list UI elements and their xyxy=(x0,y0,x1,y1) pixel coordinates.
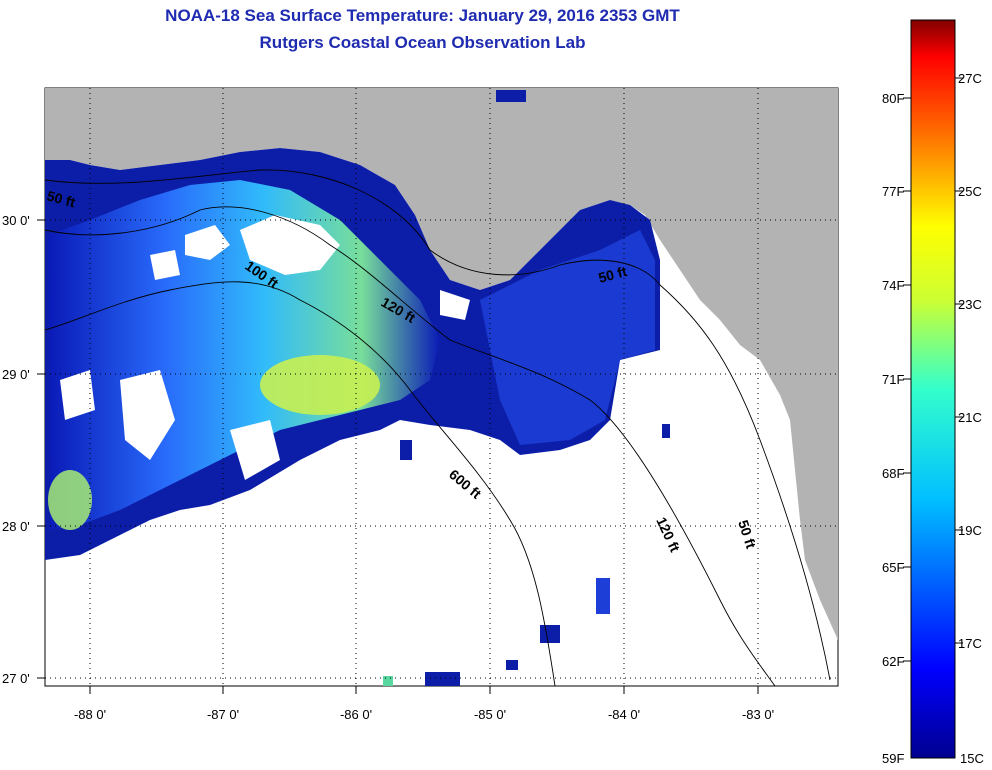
contour-label: 50 ft xyxy=(45,187,77,210)
sst-warm-core xyxy=(260,355,380,415)
graticule xyxy=(45,88,838,686)
cloud-gaps xyxy=(60,215,470,480)
lon-tick-label: -87 0' xyxy=(207,707,239,722)
axis-ticks xyxy=(37,219,759,694)
sst-warm-west xyxy=(48,470,92,530)
sst-coverage-east xyxy=(480,230,655,445)
sst-pixel-patch xyxy=(496,90,526,102)
chart-title: NOAA-18 Sea Surface Temperature: January… xyxy=(165,6,680,25)
lon-tick-label: -83 0' xyxy=(742,707,774,722)
sst-pixel-patch xyxy=(596,578,610,614)
lat-tick-label: 30 0' xyxy=(2,213,30,228)
sst-pixel-patch xyxy=(383,676,393,686)
chart-subtitle: Rutgers Coastal Ocean Observation Lab xyxy=(259,33,586,52)
lat-tick-label: 29 0' xyxy=(2,367,30,382)
lat-tick-label: 28 0' xyxy=(2,519,30,534)
lon-tick-label: -88 0' xyxy=(74,707,106,722)
depth-contours xyxy=(45,169,831,686)
sst-pixel-patch xyxy=(400,440,412,460)
lon-tick-label: -84 0' xyxy=(608,707,640,722)
lon-tick-label: -86 0' xyxy=(340,707,372,722)
sst-pixel-patch xyxy=(506,660,518,670)
sst-pixel-patch xyxy=(425,672,460,686)
sst-pixel-patch xyxy=(662,424,670,438)
lat-tick-label: 27 0' xyxy=(2,671,30,686)
sst-pixel-patch xyxy=(540,625,560,643)
lon-tick-label: -85 0' xyxy=(474,707,506,722)
land-area xyxy=(45,88,838,640)
contour-label: 50 ft xyxy=(597,263,629,286)
